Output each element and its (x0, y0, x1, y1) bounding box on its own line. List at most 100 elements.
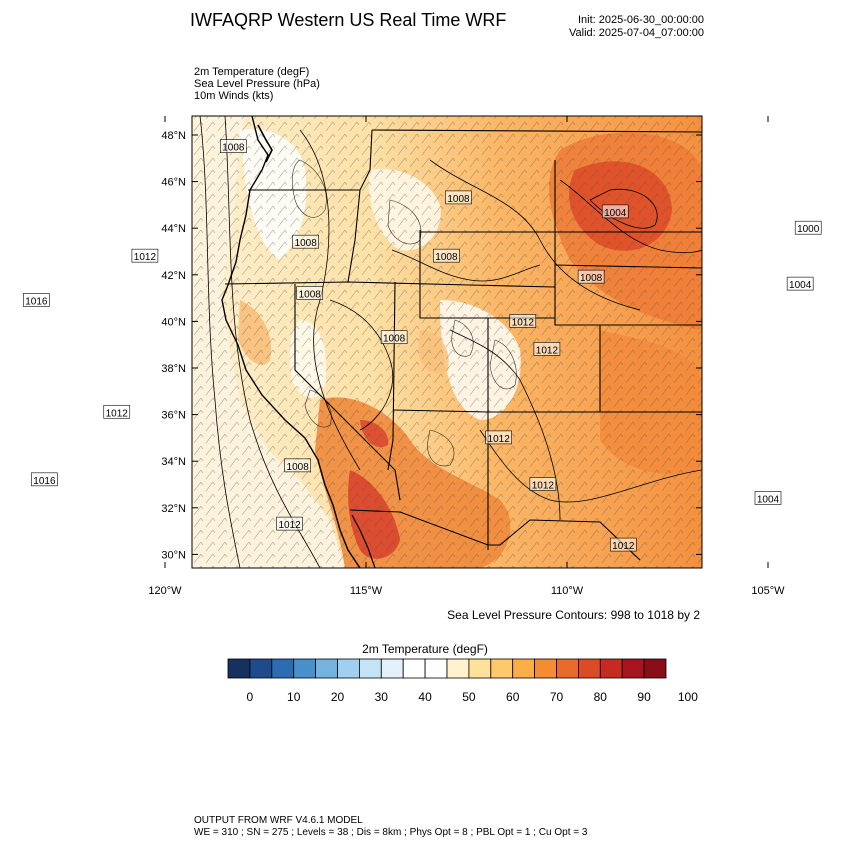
colorbar-label: 30 (375, 690, 389, 704)
pressure-label: 1012 (106, 408, 129, 419)
state-borders (224, 129, 702, 561)
lat-tick-label: 46°N (161, 177, 186, 189)
pressure-label: 1012 (134, 252, 157, 263)
pressure-label: 1012 (532, 481, 555, 492)
pressure-label-box (292, 234, 320, 249)
pressure-label: 1008 (222, 143, 245, 154)
model-info-line2: WE = 310 ; SN = 275 ; Levels = 38 ; Dis … (194, 827, 588, 838)
colorbar-label: 90 (637, 690, 651, 704)
colorbar-swatch (468, 658, 492, 679)
pressure-label-box (296, 286, 324, 300)
colorbar-swatch (578, 658, 601, 679)
colorbar-swatch (293, 658, 317, 679)
pressure-label: 1008 (295, 238, 318, 249)
pressure-label: 1012 (612, 541, 635, 552)
pressure-label: 1008 (299, 289, 322, 300)
lat-tick-label: 30°N (161, 549, 186, 561)
pressure-label: 1004 (789, 280, 812, 291)
pressure-label-box (609, 537, 637, 552)
colorbar-label: 70 (550, 690, 564, 704)
colorbar-label: 80 (594, 690, 608, 704)
colorbar-label: 20 (331, 690, 345, 704)
pressure-label-box (276, 516, 303, 531)
wind-barbs (192, 116, 702, 568)
pressure-label-box (433, 248, 460, 263)
colorbar-swatch (249, 658, 273, 679)
coastline (221, 116, 361, 568)
colorbar-swatch (337, 658, 360, 679)
pressure-label-box (380, 330, 408, 345)
colorbar-swatch (402, 658, 426, 679)
field-label-temperature: 2m Temperature (degF) (194, 66, 310, 78)
pressure-label-box (220, 139, 247, 153)
colorbar-swatch (446, 658, 470, 679)
colorbar-swatch (490, 658, 514, 679)
pressure-label: 1000 (797, 224, 820, 235)
pressure-label: 1008 (435, 252, 458, 263)
pressure-label-box (794, 220, 822, 235)
pressure-label-box (485, 430, 512, 445)
pressure-label-box (533, 342, 561, 356)
lon-tick-label: 120°W (148, 585, 182, 597)
lat-tick-label: 44°N (161, 223, 186, 235)
colorbar-label: 10 (287, 690, 301, 704)
field-label-pressure: Sea Level Pressure (hPa) (194, 78, 320, 90)
pressure-label: 1008 (447, 194, 470, 205)
pressure-label: 1012 (488, 434, 511, 445)
colorbar-swatch (599, 658, 623, 679)
colorbar-label: 0 (247, 690, 254, 704)
colorbar-swatch (380, 658, 404, 679)
pressure-label-box (445, 190, 472, 205)
pressure-label-box (577, 269, 605, 284)
colorbar-title: 2m Temperature (degF) (362, 642, 488, 656)
pressure-label-box (509, 314, 537, 328)
init-time: Init: 2025-06-30_00:00:00 (578, 14, 704, 26)
pressure-label-box (529, 477, 557, 491)
field-label-winds: 10m Winds (kts) (194, 90, 274, 102)
map-field (192, 116, 702, 568)
chart-title: IWFAQRP Western US Real Time WRF (190, 10, 507, 30)
map-frame (191, 115, 703, 569)
gulf-of-california (351, 514, 376, 568)
lat-tick-label: 42°N (161, 270, 186, 282)
lat-tick-label: 32°N (161, 503, 186, 515)
colorbar-swatch (271, 658, 295, 679)
puget-sound (257, 124, 273, 163)
pressure-label-box (31, 472, 58, 487)
lat-tick-label: 40°N (161, 316, 186, 328)
pressure-label: 1012 (512, 317, 535, 328)
pressure-label-box (786, 276, 814, 291)
colorbar-label: 40 (418, 690, 432, 704)
pressure-label: 1012 (278, 520, 301, 531)
lat-tick-label: 48°N (161, 130, 186, 142)
pressure-label-box (23, 293, 50, 307)
pressure-label: 1012 (536, 345, 559, 356)
pressure-label: 1008 (580, 273, 603, 284)
lat-tick-label: 34°N (161, 456, 186, 468)
lon-tick-label: 110°W (551, 585, 584, 597)
pressure-label-box (754, 491, 782, 505)
colorbar-swatch (315, 658, 338, 679)
colorbar-swatch (556, 658, 579, 679)
pressure-label: 1008 (383, 334, 406, 345)
colorbar-label: 50 (462, 690, 476, 704)
colorbar-swatch (643, 658, 667, 679)
lat-tick-label: 36°N (161, 410, 186, 422)
valid-time: Valid: 2025-07-04_07:00:00 (569, 27, 704, 39)
pressure-label-box (284, 458, 311, 473)
pressure-label-box (601, 204, 629, 219)
model-info-line1: OUTPUT FROM WRF V4.6.1 MODEL (194, 815, 363, 826)
colorbar-swatch (424, 658, 448, 679)
pressure-label-box (103, 404, 131, 419)
contour-note: Sea Level Pressure Contours: 998 to 1018… (447, 608, 700, 622)
pressure-label: 1004 (604, 208, 627, 219)
pressure-label: 1008 (287, 462, 310, 473)
lon-tick-label: 105°W (751, 585, 785, 597)
latitude-axis: 48°N 46°N 44°N 42°N 40°N 38°N 36°N 34°N 32°N 30°N (161, 130, 702, 561)
colorbar-label: 60 (506, 690, 520, 704)
pressure-label-layer: 1008 1008 1004 1000 1008 1012 1008 1004 1008 1004… (23, 139, 822, 552)
colorbar-swatch (512, 658, 536, 679)
pressure-label: 1016 (25, 296, 48, 307)
